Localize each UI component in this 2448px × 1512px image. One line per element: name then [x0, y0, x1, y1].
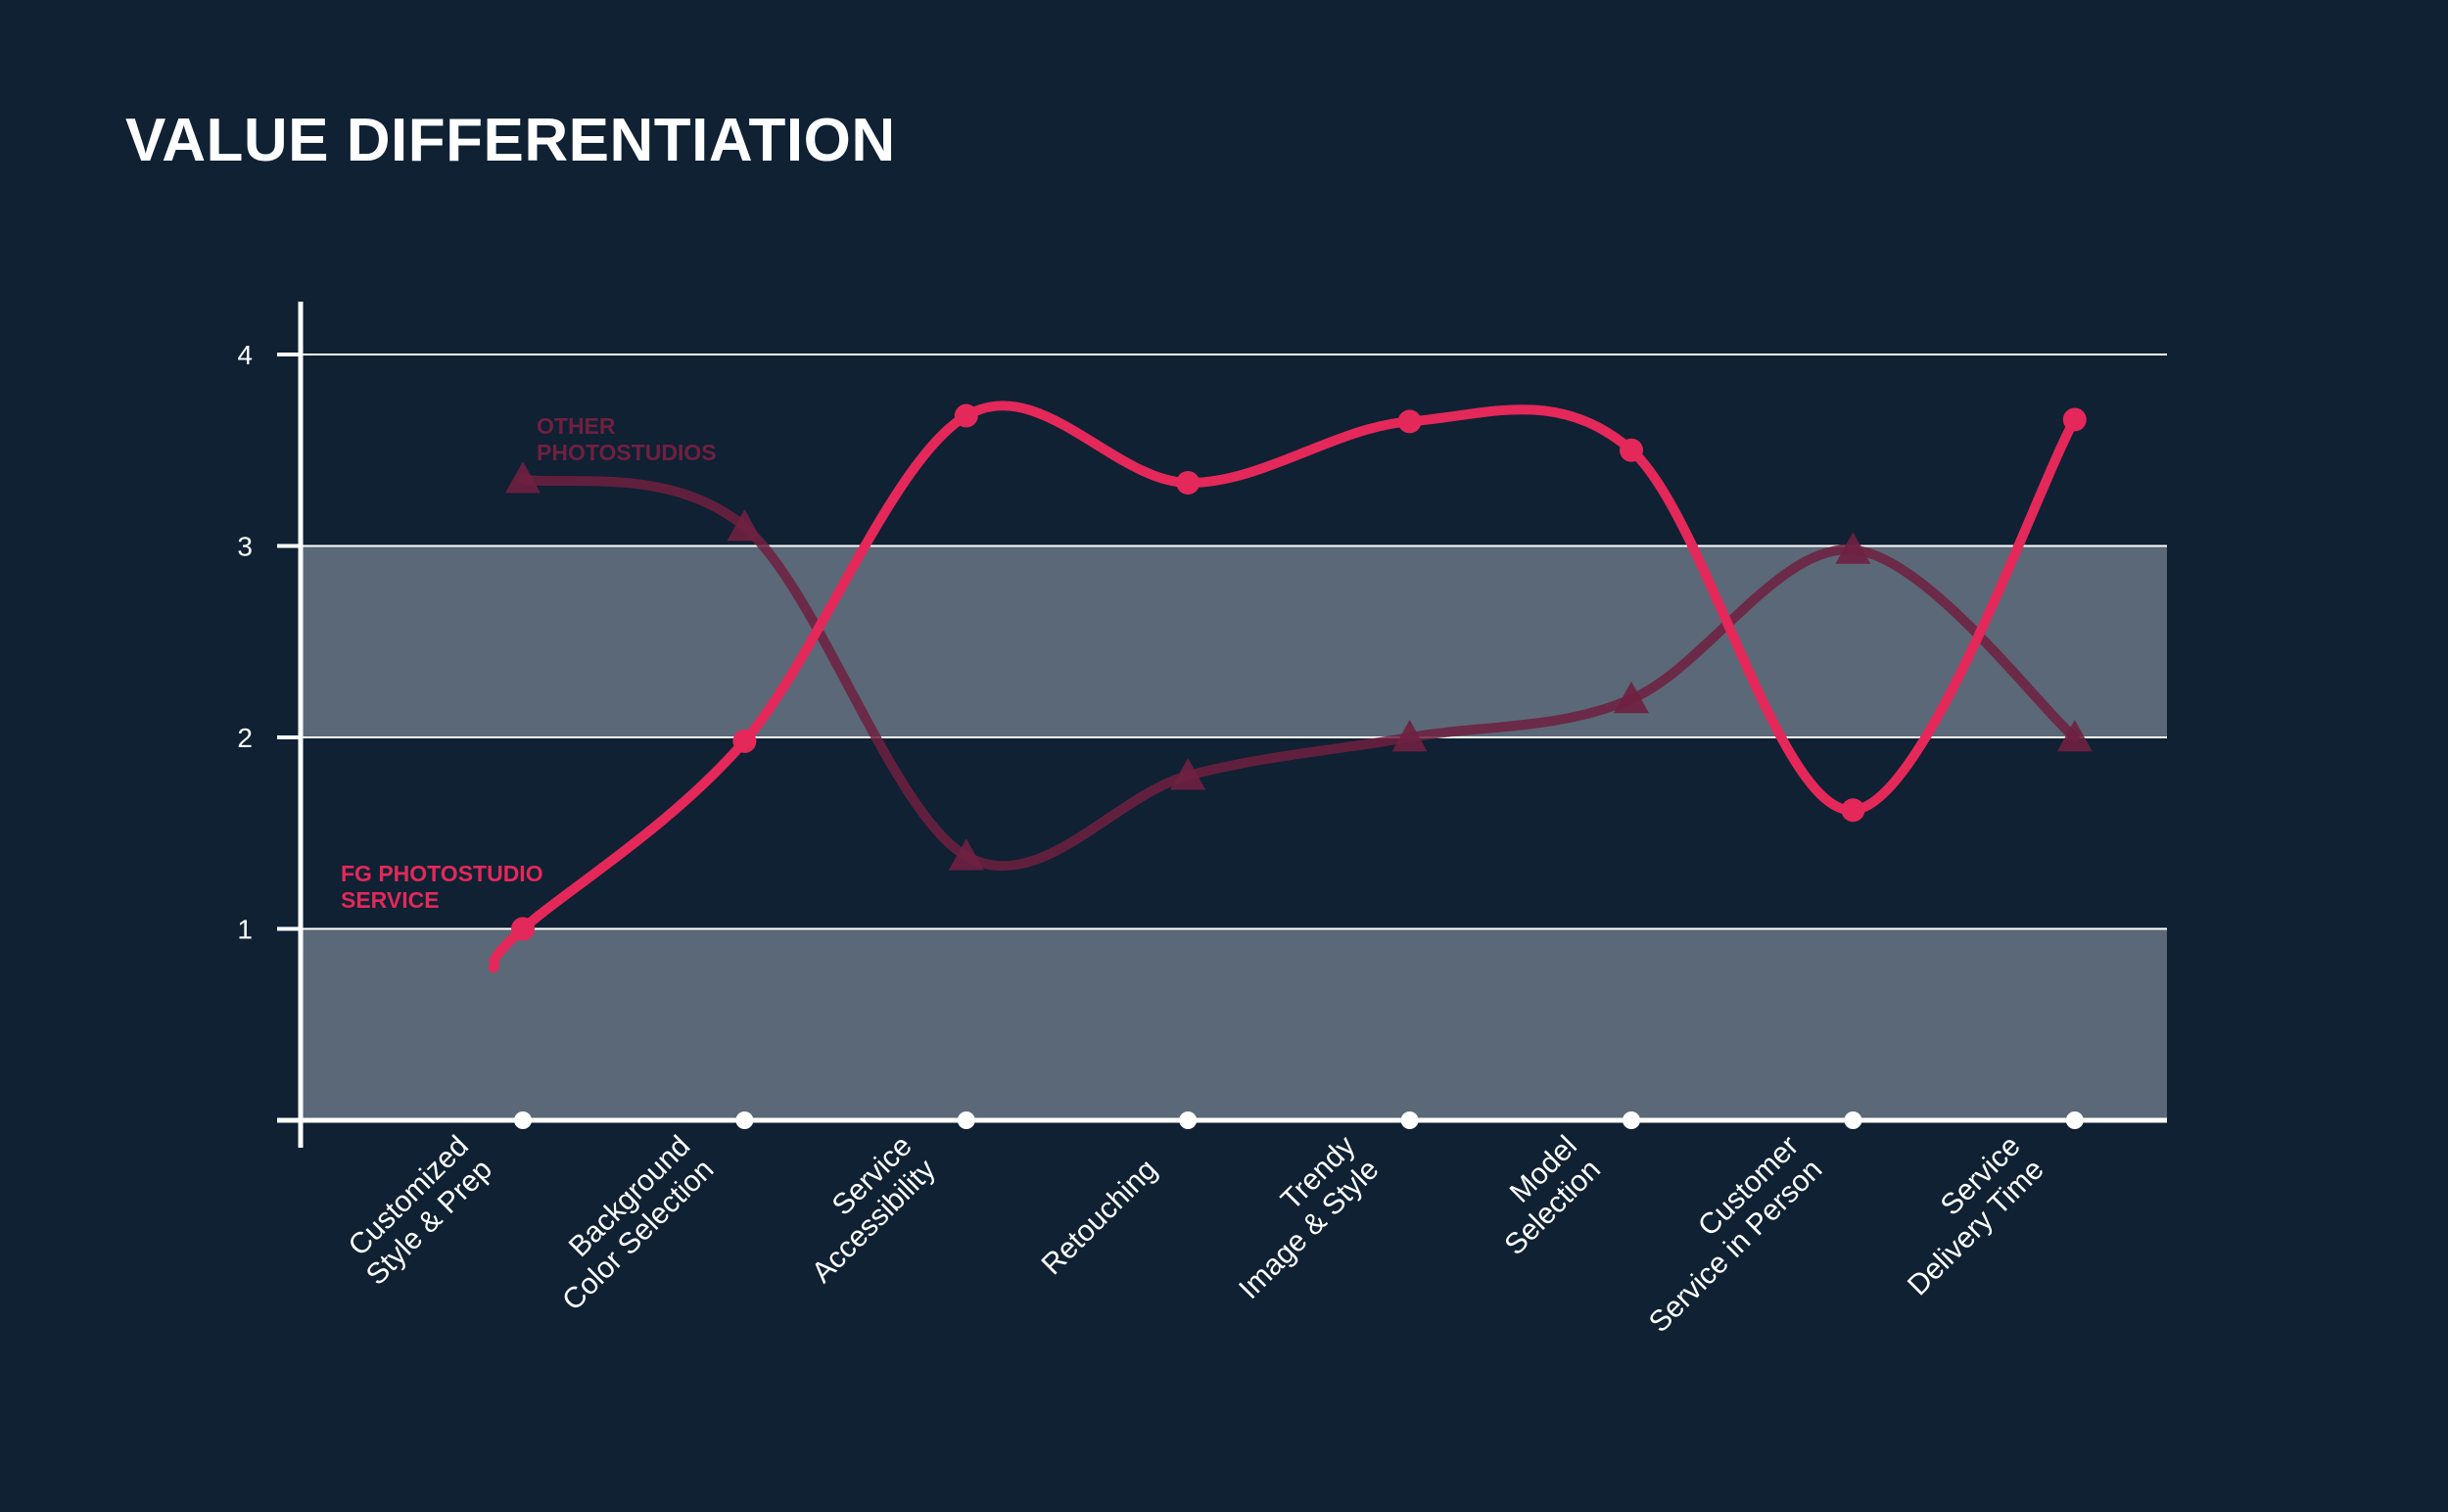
- fg-point-2: [954, 403, 978, 428]
- other-point-0: [505, 461, 541, 494]
- other-series-label-line-0: OTHER: [537, 413, 616, 439]
- other-point-5: [1614, 681, 1649, 714]
- fg-point-5: [1620, 438, 1643, 462]
- fg-series-label-line-1: SERVICE: [341, 887, 440, 913]
- x-category-label-3: Retouching: [1035, 1154, 1163, 1282]
- shaded-bands: [301, 545, 2167, 1120]
- x-tick-dot-4: [1400, 1111, 1419, 1129]
- fg-series-label-line-0: FG PHOTOSTUDIO: [341, 861, 543, 886]
- fg-point-4: [1397, 409, 1422, 434]
- shaded-band-0: [301, 928, 2167, 1120]
- other-point-3: [1170, 758, 1206, 790]
- y-tick-label-3: 3: [237, 532, 253, 562]
- x-tick-dot-0: [514, 1111, 532, 1129]
- series-line-other: [518, 474, 2080, 872]
- x-tick-dot-3: [1179, 1111, 1198, 1129]
- fg-point-6: [1841, 798, 1865, 823]
- x-tick-dot-2: [957, 1111, 975, 1129]
- other-point-4: [1391, 720, 1428, 752]
- fg-point-7: [2062, 407, 2087, 432]
- shaded-band-1: [301, 545, 2167, 737]
- y-tick-label-2: 2: [237, 723, 253, 753]
- other-point-1: [727, 508, 763, 542]
- fg-point-1: [732, 729, 757, 753]
- fg-point-0: [511, 917, 535, 941]
- other-point-7: [2056, 720, 2093, 752]
- x-tick-dot-5: [1623, 1111, 1640, 1129]
- fg-point-3: [1176, 470, 1200, 495]
- other-point-2: [948, 838, 984, 871]
- x-category-label-3-line-0: Retouching: [1035, 1154, 1163, 1282]
- other-series-label-line-1: PHOTOSTUDIOS: [537, 440, 717, 465]
- series-markers: [505, 403, 2093, 941]
- x-tick-dot-6: [1844, 1111, 1862, 1129]
- y-tick-label-1: 1: [237, 915, 253, 945]
- x-tick-dot-1: [735, 1111, 754, 1129]
- other-point-6: [1835, 532, 1871, 564]
- x-tick-markers: [514, 1111, 2084, 1129]
- y-tick-label-4: 4: [237, 340, 253, 370]
- y-tick-labels: 1 2 3 4: [237, 340, 253, 945]
- chart-title: VALUE DIFFERENTIATION: [125, 107, 896, 174]
- x-tick-dot-7: [2065, 1111, 2084, 1129]
